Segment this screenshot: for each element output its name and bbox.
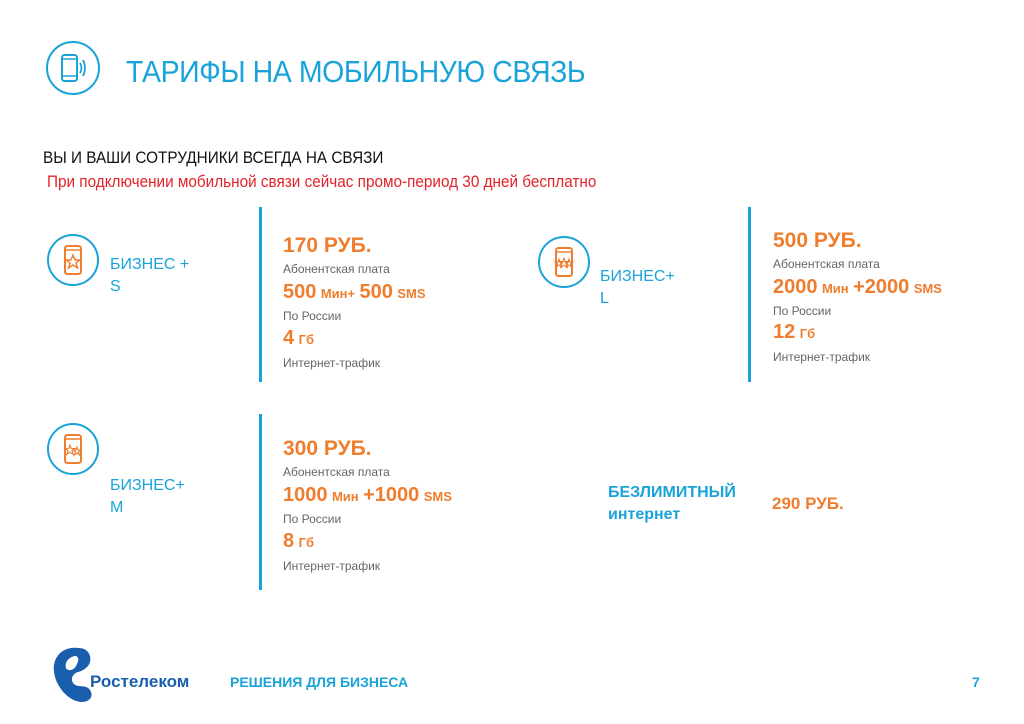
rostelecom-logo [48,644,96,706]
plan-m-name: БИЗНЕС+ M [110,477,185,516]
plan-s-price: 170 РУБ. [283,234,372,257]
phone-star-icon [63,245,83,275]
plan-l-gb-unit: Гб [799,326,816,341]
plan-m-region-label: По России [283,512,342,526]
plan-l-traffic: 12 Гб [773,321,815,344]
plan-l-traffic-label: Интернет-трафик [773,350,871,364]
plan-m-sms-unit: SMS [423,489,452,504]
mobile-phone-icon [61,54,86,82]
phone-two-stars-icon [63,434,83,464]
plan-l-divider [748,207,751,382]
plan-s-traffic: 4 Гб [283,327,314,350]
plan-l-price: 500 РУБ. [773,229,862,252]
plan-l-minutes: 2000 [773,276,818,298]
plan-s-sms-unit: SMS [397,286,426,301]
rostelecom-logo-icon [53,647,92,702]
plan-l-sms-unit: SMS [913,281,942,296]
plan-s-minutes: 500 [283,281,317,303]
plan-l-gb: 12 [773,321,796,343]
plan-m-minutes-unit: Мин [331,489,359,504]
unlimited-internet-label: БЕЗЛИМИТНЫЙ интернет [608,484,736,523]
plan-s-sms: 500 [359,281,393,303]
plan-s-traffic-label: Интернет-трафик [283,356,381,370]
plan-m-minutes-sms: 1000 Мин +1000 SMS [283,484,452,507]
plan-m-fee-label: Абонентская плата [283,465,390,479]
page-number: 7 [972,674,980,690]
page-title: ТАРИФЫ НА МОБИЛЬНУЮ СВЯЗЬ [126,54,586,89]
plan-s-minutes-unit: Мин+ [320,286,356,301]
plan-m-sms: +1000 [363,484,420,506]
plan-m-icon-circle [47,423,99,475]
plan-s-gb-unit: Гб [298,332,314,347]
plan-m-divider [259,414,262,590]
plan-l-region-label: По России [773,304,832,318]
plan-m-gb-unit: Гб [298,535,314,550]
plan-l-sms: +2000 [853,276,910,298]
plan-l-minutes-unit: Мин [821,281,849,296]
plan-s-divider [259,207,262,382]
plan-s-name: БИЗНЕС + S [110,256,190,295]
plan-l-minutes-sms: 2000 Мин +2000 SMS [773,276,942,299]
plan-s-gb: 4 [283,327,295,349]
header-icon-circle [46,41,100,95]
plan-m-price: 300 РУБ. [283,437,372,460]
plan-s-fee-label: Абонентская плата [283,262,390,276]
plan-m-traffic-label: Интернет-трафик [283,559,381,573]
plan-m-gb: 8 [283,530,295,552]
page-subtitle: ВЫ И ВАШИ СОТРУДНИКИ ВСЕГДА НА СВЯЗИ [43,148,384,167]
plan-m-minutes: 1000 [283,484,328,506]
plan-s-icon-circle [47,234,99,286]
unlimited-internet-price: 290 РУБ. [772,494,844,513]
plan-s-region-label: По России [283,309,342,323]
brand-name: Ростелеком [90,672,190,691]
plan-l-fee-label: Абонентская плата [773,257,880,271]
plan-l-icon-circle [538,236,590,288]
plan-l-name: БИЗНЕС+ L [600,268,675,307]
plan-s-minutes-sms: 500 Мин+ 500 SMS [283,281,426,304]
footer-tagline: РЕШЕНИЯ ДЛЯ БИЗНЕСА [230,674,409,690]
promo-text: При подключении мобильной связи сейчас п… [47,172,597,191]
phone-stars-icon [553,247,575,277]
plan-m-traffic: 8 Гб [283,530,314,553]
